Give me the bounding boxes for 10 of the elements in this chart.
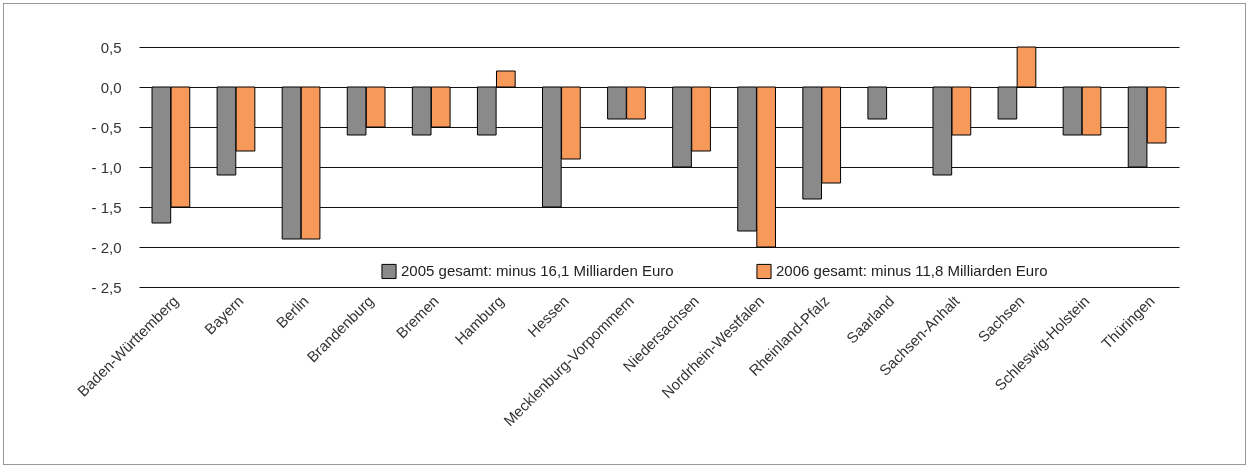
y-tick-label: - 1,5 bbox=[91, 198, 122, 216]
y-tick-label: - 0,5 bbox=[91, 118, 122, 136]
bar bbox=[867, 86, 888, 120]
y-tick-label: - 2,0 bbox=[91, 238, 122, 256]
y-tick-label: 0,5 bbox=[100, 38, 122, 56]
legend-label: 2006 gesamt: minus 11,8 Milliarden Euro bbox=[776, 262, 1048, 280]
legend-label: 2005 gesamt: minus 16,1 Milliarden Euro bbox=[401, 262, 674, 280]
y-tick-label: 0,0 bbox=[100, 78, 122, 96]
y-tick-label: - 1,0 bbox=[91, 158, 122, 176]
y-tick-label: - 2,5 bbox=[91, 278, 122, 296]
